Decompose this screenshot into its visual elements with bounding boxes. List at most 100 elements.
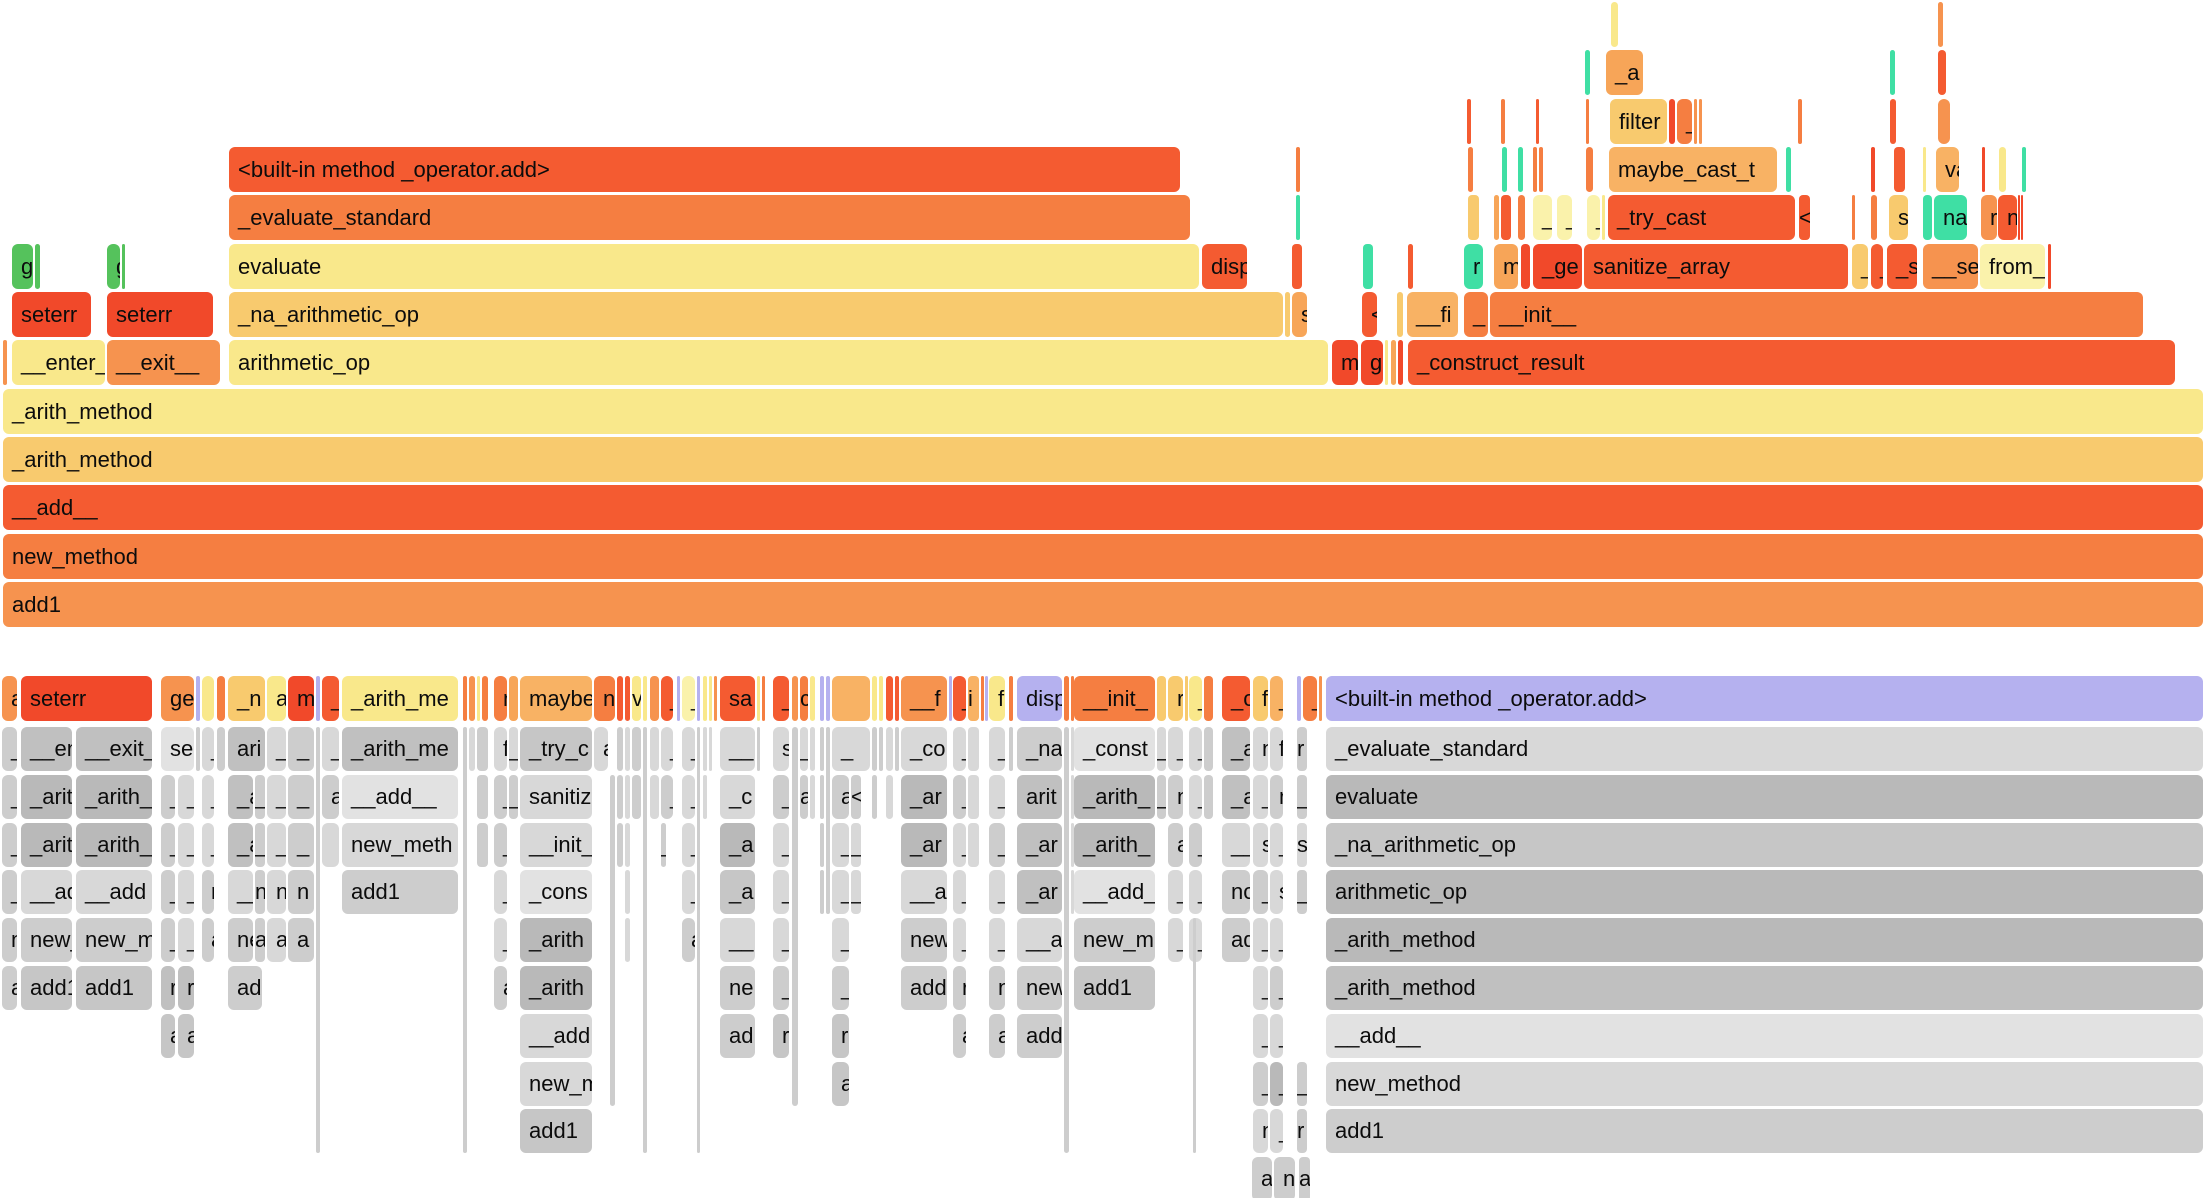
flame-frame[interactable]: _arith_ [76, 774, 152, 819]
flame-frame-sliver[interactable] [1786, 146, 1791, 192]
flame-frame[interactable]: _arit [21, 822, 72, 867]
flame-frame[interactable]: _ [1189, 870, 1202, 915]
flame-frame-sliver[interactable] [632, 727, 641, 771]
flame-frame-sliver[interactable] [820, 774, 824, 819]
flame-frame[interactable]: n [267, 870, 286, 915]
flame-frame[interactable]: m [1270, 774, 1283, 819]
flame-frame[interactable]: sanitiz [520, 774, 592, 819]
flame-frame-sliver[interactable] [968, 774, 979, 819]
flame-frame[interactable]: _ar [1017, 822, 1062, 867]
flame-frame[interactable]: f [989, 676, 1005, 721]
flame-frame[interactable]: add1 [3, 581, 2203, 627]
flame-frame[interactable]: s [1297, 822, 1307, 867]
flame-frame[interactable]: _ [288, 727, 314, 771]
flame-frame[interactable]: new_method [1326, 1061, 2203, 1106]
flame-frame-sliver[interactable] [1501, 195, 1511, 241]
flame-frame-sliver[interactable] [1890, 50, 1895, 96]
flame-frame[interactable]: new [901, 918, 947, 963]
flame-frame[interactable]: _ [832, 918, 849, 963]
flame-frame-sliver[interactable] [703, 676, 707, 721]
flame-frame[interactable]: r [1297, 727, 1307, 771]
flame-frame[interactable]: _ [989, 870, 1005, 915]
flame-frame-sliver[interactable] [1521, 243, 1530, 289]
flame-frame[interactable]: __ [228, 870, 253, 915]
flame-frame[interactable]: __add_ [1074, 870, 1155, 915]
flame-frame[interactable]: __init_ [1074, 676, 1155, 721]
flame-frame-sliver[interactable] [1533, 146, 1537, 192]
flame-frame-sliver[interactable] [968, 822, 979, 867]
flame-frame-sliver[interactable] [1297, 676, 1301, 721]
flame-frame-sliver[interactable] [872, 676, 877, 721]
flame-frame[interactable]: _arith_ [1074, 822, 1155, 867]
flame-frame[interactable]: _evaluate_standard [1326, 727, 2203, 771]
flame-frame[interactable]: _ [1157, 727, 1166, 771]
flame-frame-sliver[interactable] [1071, 727, 1074, 771]
flame-frame[interactable]: from_ [1980, 243, 2045, 289]
flame-frame[interactable]: m [288, 676, 314, 721]
flame-frame-sliver[interactable] [477, 822, 488, 867]
flame-frame[interactable]: r [161, 966, 175, 1010]
flame-frame[interactable]: n [255, 870, 265, 915]
flame-frame[interactable]: _ [1270, 1061, 1283, 1106]
flame-frame[interactable]: __exit_ [76, 727, 152, 771]
flame-frame-sliver[interactable] [617, 822, 623, 867]
flame-frame[interactable]: evaluate [1326, 774, 2203, 819]
flame-frame-sliver[interactable] [810, 774, 815, 819]
flame-frame[interactable]: _ [1270, 676, 1283, 721]
flame-frame[interactable]: add1 [520, 1109, 592, 1154]
flame-frame[interactable]: _ [1253, 870, 1268, 915]
flame-frame-sliver[interactable] [1204, 676, 1213, 721]
flame-frame-sliver[interactable] [1319, 676, 1322, 721]
flame-frame-sliver[interactable] [196, 676, 200, 721]
flame-frame[interactable]: _ [1270, 966, 1283, 1010]
flame-frame-deep-sliver[interactable] [316, 727, 320, 1154]
flame-frame-sliver[interactable] [1009, 727, 1013, 771]
flame-frame-sliver[interactable] [1518, 195, 1525, 241]
flame-frame[interactable]: _arith_method [1326, 966, 2203, 1010]
flame-frame[interactable]: __init__ [1490, 291, 2143, 337]
flame-frame[interactable]: __en [21, 727, 72, 771]
flame-frame[interactable]: __a [1017, 918, 1062, 963]
flame-frame-sliver[interactable] [879, 676, 883, 721]
flame-frame-sliver[interactable] [1204, 774, 1213, 819]
flame-frame[interactable]: _ [800, 727, 808, 771]
flame-frame[interactable]: _ [509, 774, 518, 819]
flame-frame-sliver[interactable] [1071, 822, 1074, 867]
flame-frame[interactable]: _ [1189, 676, 1202, 721]
flame-frame-sliver[interactable] [703, 727, 707, 771]
flame-frame[interactable]: a [267, 918, 286, 963]
flame-frame-sliver[interactable] [1494, 195, 1499, 241]
flame-frame[interactable]: _ar [901, 774, 947, 819]
flame-frame-sliver[interactable] [1296, 146, 1300, 192]
flame-frame[interactable]: _ [202, 727, 214, 771]
flame-frame[interactable]: a [1299, 1157, 1310, 1198]
flame-frame[interactable]: _ [1533, 195, 1552, 241]
flame-frame-sliver[interactable] [1398, 340, 1403, 386]
flame-frame[interactable]: __add [520, 1013, 592, 1058]
flame-frame-sliver[interactable] [477, 676, 480, 721]
flame-frame[interactable]: _ [161, 918, 175, 963]
flame-frame-sliver[interactable] [1890, 98, 1896, 144]
flame-frame[interactable]: n [494, 676, 507, 721]
flame-frame[interactable]: _ [1157, 774, 1166, 819]
flame-frame[interactable]: __ [1222, 822, 1250, 867]
flame-frame[interactable]: _ [1270, 1013, 1283, 1058]
flame-frame[interactable]: g [1361, 340, 1383, 386]
flame-frame[interactable]: _evaluate_standard [229, 195, 1190, 241]
flame-frame[interactable]: n [1274, 1157, 1295, 1198]
flame-frame-sliver[interactable] [697, 676, 700, 721]
flame-frame[interactable]: _arith_me [342, 727, 458, 771]
flame-frame[interactable]: r [773, 1013, 789, 1058]
flame-frame-sliver[interactable] [872, 727, 877, 771]
flame-frame[interactable]: _ [1303, 676, 1317, 721]
flame-frame[interactable]: _ [1253, 1061, 1268, 1106]
flame-frame-sliver[interactable] [832, 676, 870, 721]
flame-frame[interactable]: ge [161, 676, 194, 721]
flame-frame[interactable]: _a [1222, 774, 1250, 819]
flame-frame[interactable]: _ [1871, 243, 1883, 289]
flame-frame[interactable]: _a [720, 822, 755, 867]
flame-frame[interactable]: _ [661, 822, 666, 867]
flame-frame[interactable]: _a [1606, 50, 1643, 96]
flame-frame[interactable]: arithmetic_op [1326, 870, 2203, 915]
flame-frame[interactable]: a [255, 918, 265, 963]
